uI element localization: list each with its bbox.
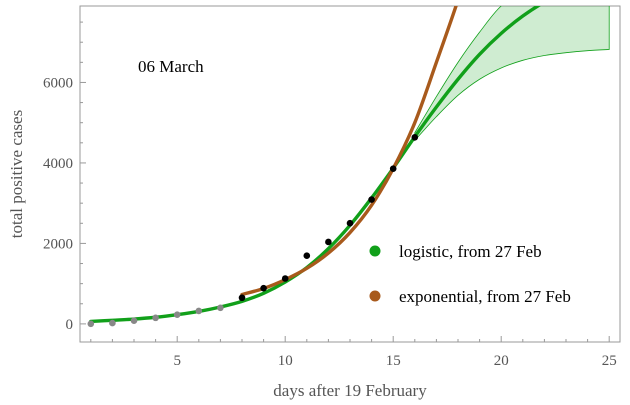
data-point-fit (346, 219, 354, 227)
legend-swatch-logistic (369, 245, 381, 257)
x-tick-label: 25 (602, 353, 617, 369)
legend-label-logistic: logistic, from 27 Feb (399, 242, 542, 261)
data-point-early (217, 304, 224, 312)
data-point-early (152, 314, 159, 322)
y-axis-label: total positive cases (7, 110, 26, 238)
y-tick-label: 0 (66, 317, 74, 333)
data-point-early (109, 319, 116, 327)
data-point-early (130, 317, 138, 325)
plot-area (87, 6, 610, 328)
data-point-fit (368, 196, 375, 203)
x-tick-label: 5 (173, 353, 181, 369)
x-tick-label: 10 (278, 353, 293, 369)
y-tick-label: 4000 (43, 156, 73, 172)
y-tick-labels: 0 2000 4000 6000 (43, 75, 73, 332)
data-point-fit (411, 134, 419, 141)
early-data-points (87, 304, 224, 328)
legend-label-exponential: exponential, from 27 Feb (399, 287, 571, 306)
x-tick-label: 20 (494, 353, 509, 369)
x-tick-labels: 5 10 15 20 25 (173, 353, 616, 369)
logistic-confidence-band (414, 6, 610, 142)
axis-ticks (80, 21, 610, 342)
data-point-early (87, 320, 95, 328)
data-point-fit (389, 165, 397, 172)
data-point-early (195, 307, 203, 315)
x-tick-label: 15 (386, 353, 401, 369)
x-axis-label: days after 19 February (273, 381, 427, 400)
data-point-fit (303, 252, 311, 260)
y-tick-label: 2000 (43, 236, 73, 252)
data-point-fit (238, 294, 246, 302)
data-point-fit (281, 275, 289, 282)
data-point-fit (325, 238, 332, 246)
y-tick-label: 6000 (43, 75, 73, 91)
fit-data-points (238, 134, 419, 302)
data-point-fit (260, 284, 267, 292)
legend-swatch-exponential (369, 290, 381, 302)
legend: logistic, from 27 Feb exponential, from … (369, 242, 571, 306)
data-point-early (173, 311, 181, 318)
date-annotation: 06 March (138, 57, 204, 76)
